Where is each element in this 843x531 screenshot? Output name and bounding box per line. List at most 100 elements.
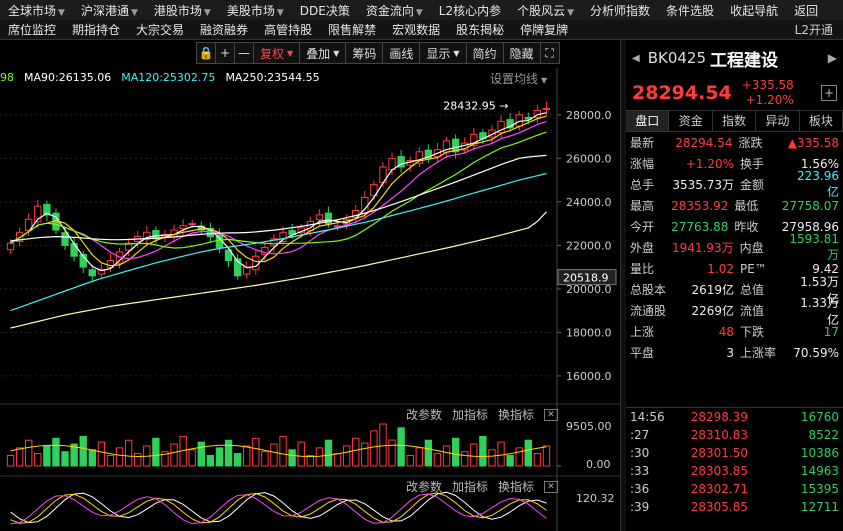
quote-value: +1.20%	[685, 156, 734, 171]
prev-arrow-icon[interactable]: ◀	[632, 52, 640, 64]
menu-item-label: 全球市场	[8, 3, 57, 18]
volume-bar	[88, 449, 96, 467]
quote-row: 涨幅 +1.20% 换手 1.56%	[626, 153, 843, 174]
kline-chart-canvas[interactable]: 28000.0 26000.0 24000.0 22000.0 20000.0 18000…	[0, 40, 620, 531]
quote-value: 1.56%	[800, 156, 839, 171]
quote-label: 流值	[740, 304, 765, 318]
candle-body	[233, 258, 242, 277]
ma60-line	[10, 131, 547, 249]
menu-item[interactable]: 全球市场 ▼	[0, 2, 73, 19]
nav-item[interactable]: 期指持仓	[72, 23, 121, 37]
chevron-down-icon: ▼	[333, 48, 340, 58]
quote-label: 总股本	[630, 283, 667, 297]
display-button[interactable]: 显示 ▼	[419, 42, 467, 64]
expand-icon[interactable]: ⛶	[539, 42, 560, 64]
quote-value: 17	[823, 324, 839, 339]
quote-label: 上涨	[630, 325, 655, 339]
quote-value: 48	[718, 324, 734, 339]
current-price-box	[557, 269, 617, 286]
menu-item[interactable]: 收起导航	[722, 2, 786, 19]
nav-item[interactable]: 席位监控	[8, 23, 57, 37]
pane-splitter[interactable]	[620, 40, 626, 531]
indicator-add-button[interactable]: 加指标	[452, 480, 489, 494]
menu-item[interactable]: L2核心内参	[431, 2, 509, 19]
menu-item[interactable]: 个股风云 ▼	[509, 2, 582, 19]
volume-change-indicator-button[interactable]: 换指标	[498, 408, 535, 422]
price-tick-label: 24000.0	[566, 196, 612, 209]
volume-bar	[134, 453, 142, 467]
menu-item[interactable]: 分析师指数	[582, 2, 658, 19]
volume-bar	[497, 441, 505, 467]
tick-volume: 16760	[800, 410, 839, 424]
close-icon[interactable]: ✕	[544, 480, 559, 493]
volume-bar	[161, 451, 169, 467]
menu-item[interactable]: 沪深港通 ▼	[73, 2, 146, 19]
volume-bar	[461, 451, 469, 467]
chevron-down-icon: ▼	[287, 48, 294, 58]
menu-item[interactable]: 资金流向 ▼	[358, 2, 431, 19]
candle-body	[143, 231, 151, 240]
menu-item[interactable]: 返回	[786, 2, 826, 19]
indicator-change-button[interactable]: 换指标	[498, 480, 535, 494]
kline-chart-pane: 28000.0 26000.0 24000.0 22000.0 20000.0 18000…	[0, 40, 620, 531]
lock-icon[interactable]: 🔒	[196, 42, 216, 64]
menu-item[interactable]: DDE决策	[292, 2, 358, 19]
menu-item[interactable]: 美股市场 ▼	[219, 2, 292, 19]
tab-3[interactable]: 异动	[756, 111, 800, 131]
l2-open-link[interactable]: L2开通	[794, 23, 833, 37]
nav-item[interactable]: 宏观数据	[392, 23, 441, 37]
nav-item[interactable]: 停牌复牌	[520, 23, 569, 37]
ma-settings-button[interactable]: 设置均线 ▼	[490, 70, 547, 87]
overlay-button[interactable]: 叠加 ▼	[299, 42, 347, 64]
candle-body	[25, 218, 33, 232]
indicator-toolbar: 改参数 加指标 换指标 ✕	[406, 478, 559, 495]
volume-bar	[70, 443, 78, 467]
volume-bar	[533, 453, 542, 467]
fuquan-button[interactable]: 复权 ▼	[253, 42, 301, 64]
volume-bar	[342, 445, 351, 467]
chevron-down-icon: ▼	[453, 48, 460, 58]
volume-bar	[433, 453, 442, 467]
menu-item[interactable]: 港股市场 ▼	[146, 2, 219, 19]
volume-bar	[479, 435, 487, 467]
volume-bar	[243, 445, 251, 467]
hide-button[interactable]: 隐藏	[502, 42, 541, 64]
draw-line-button[interactable]: 画线	[382, 42, 421, 64]
menu-item-label: 分析师指数	[590, 3, 651, 18]
nav-item[interactable]: 限售解禁	[328, 23, 377, 37]
price-tick-label: 18000.0	[566, 326, 612, 339]
nav-item[interactable]: 大宗交易	[136, 23, 185, 37]
candle-body	[224, 249, 233, 262]
close-icon[interactable]: ✕	[544, 408, 559, 421]
quote-label: 昨收	[734, 220, 759, 234]
simple-mode-button[interactable]: 简约	[465, 42, 504, 64]
tab-4[interactable]: 板块	[800, 111, 843, 131]
volume-bar	[542, 445, 551, 467]
volume-bar	[352, 437, 360, 467]
tab-2[interactable]: 指数	[713, 111, 757, 131]
chips-button[interactable]: 筹码	[345, 42, 384, 64]
add-watchlist-button[interactable]: +	[821, 85, 837, 101]
zoom-out-button[interactable]: —	[234, 42, 254, 64]
volume-bar	[43, 445, 51, 467]
tab-0[interactable]: 盘口	[626, 111, 670, 131]
indicator-edit-params-button[interactable]: 改参数	[406, 480, 443, 494]
candle-body	[34, 205, 42, 223]
tab-1[interactable]: 资金	[669, 111, 713, 131]
candle-body	[424, 149, 433, 159]
quote-tabs: 盘口 资金 指数 异动 板块	[626, 110, 843, 132]
nav-item[interactable]: 融资融券	[200, 23, 249, 37]
price-block: 28294.54 +335.58 +1.20% +	[626, 76, 843, 110]
candle-body	[152, 230, 160, 240]
quote-value: 1.53万亿	[800, 274, 839, 306]
volume-edit-params-button[interactable]: 改参数	[406, 408, 443, 422]
volume-bar	[515, 447, 523, 467]
nav-item[interactable]: 高管持股	[264, 23, 313, 37]
nav-item[interactable]: 股东揭秘	[456, 23, 505, 37]
next-arrow-icon[interactable]: ▶	[827, 51, 837, 65]
menu-item[interactable]: 条件选股	[658, 2, 722, 19]
quote-value: 9.42	[812, 261, 839, 276]
zoom-in-button[interactable]: +	[215, 42, 235, 64]
candle-body	[370, 183, 378, 197]
volume-add-indicator-button[interactable]: 加指标	[452, 408, 489, 422]
